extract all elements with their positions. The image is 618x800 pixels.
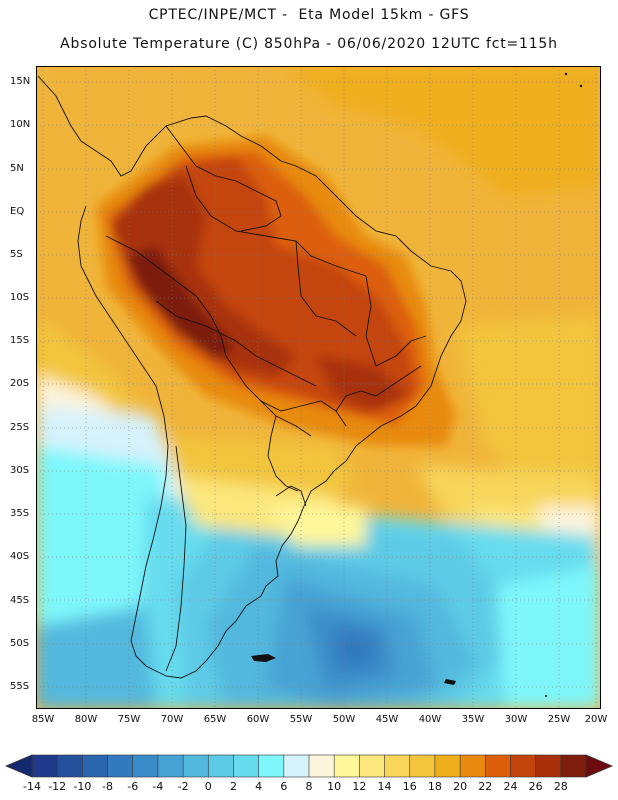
- lon-label: 45W: [375, 714, 399, 725]
- colorbar-tick-label: -14: [23, 780, 41, 793]
- colorbar-tick-label: 26: [528, 780, 543, 793]
- colorbar-tick-label: 22: [478, 780, 493, 793]
- colorbar-tick-label: -4: [152, 780, 164, 793]
- colorbar-swatch: [56, 754, 83, 778]
- colorbar-tick-label: 24: [503, 780, 518, 793]
- lat-label: 30S: [10, 465, 30, 476]
- colorbar-tick-label: 12: [352, 780, 367, 793]
- lat-label: 40S: [10, 551, 30, 562]
- map-area: [36, 66, 601, 709]
- lat-label: 35S: [10, 508, 30, 519]
- colorbar-swatch: [107, 754, 134, 778]
- colorbar-tick-label: 16: [402, 780, 417, 793]
- lat-label: 10N: [10, 119, 31, 130]
- lon-label: 30W: [504, 714, 528, 725]
- colorbar-swatch: [157, 754, 184, 778]
- colorbar-over-arrow: [585, 754, 614, 778]
- colorbar-swatch: [31, 754, 58, 778]
- colorbar-tick-label: 14: [377, 780, 392, 793]
- lon-label: 75W: [117, 714, 141, 725]
- colorbar-swatch: [510, 754, 537, 778]
- lat-label: 5S: [10, 249, 23, 260]
- colorbar-swatch: [560, 754, 587, 778]
- lat-label: 15N: [10, 76, 31, 87]
- lat-label: 10S: [10, 292, 30, 303]
- lat-label: 15S: [10, 335, 30, 346]
- colorbar-tick-label: 4: [255, 780, 263, 793]
- colorbar-swatch: [308, 754, 335, 778]
- colorbar-tick-label: -6: [127, 780, 139, 793]
- lat-label: 20S: [10, 378, 30, 389]
- lat-label: 55S: [10, 681, 30, 692]
- colorbar-swatch: [333, 754, 360, 778]
- colorbar-under-arrow: [4, 754, 33, 778]
- lat-label: EQ: [10, 206, 25, 217]
- lat-label: 25S: [10, 422, 30, 433]
- colorbar-swatch: [132, 754, 159, 778]
- lon-label: 70W: [160, 714, 184, 725]
- colorbar-swatch: [182, 754, 209, 778]
- lon-label: 65W: [203, 714, 227, 725]
- colorbar-swatch: [82, 754, 109, 778]
- colorbar-swatch: [409, 754, 436, 778]
- colorbar-swatch: [535, 754, 562, 778]
- colorbar-tick-label: 10: [327, 780, 342, 793]
- lon-label: 55W: [289, 714, 313, 725]
- lat-label: 5N: [10, 163, 24, 174]
- colorbar-tick-label: 6: [280, 780, 288, 793]
- colorbar-tick-label: 2: [229, 780, 237, 793]
- colorbar-tick-label: -2: [177, 780, 189, 793]
- lon-label: 85W: [31, 714, 55, 725]
- colorbar-swatch: [258, 754, 285, 778]
- colorbar-swatch: [359, 754, 386, 778]
- temperature-map: [36, 66, 601, 709]
- lat-label: 50S: [10, 638, 30, 649]
- lon-label: 25W: [547, 714, 571, 725]
- colorbar-tick-label: -8: [102, 780, 114, 793]
- lon-label: 50W: [332, 714, 356, 725]
- lon-label: 40W: [418, 714, 442, 725]
- colorbar-swatch: [283, 754, 310, 778]
- colorbar-swatch: [434, 754, 461, 778]
- colorbar-tick-label: -12: [48, 780, 67, 793]
- colorbar-tick-label: 8: [305, 780, 313, 793]
- lon-label: 35W: [461, 714, 485, 725]
- lat-label: 45S: [10, 595, 30, 606]
- colorbar-tick-label: 18: [427, 780, 442, 793]
- colorbar: [4, 754, 614, 778]
- colorbar-tick-label: 0: [204, 780, 212, 793]
- map-title-line-2: Absolute Temperature (C) 850hPa - 06/06/…: [60, 36, 558, 52]
- colorbar-tick-label: 20: [453, 780, 468, 793]
- map-title-line-1: CPTEC/INPE/MCT - Eta Model 15km - GFS: [148, 7, 470, 23]
- colorbar-swatch: [459, 754, 486, 778]
- lon-label: 80W: [74, 714, 98, 725]
- lon-label: 20W: [584, 714, 608, 725]
- colorbar-swatch: [233, 754, 260, 778]
- islands: [251, 72, 583, 697]
- colorbar-tick-label: 28: [553, 780, 568, 793]
- coastlines-and-borders: [37, 75, 467, 679]
- colorbar-swatch: [484, 754, 512, 778]
- colorbar-swatch: [207, 754, 235, 778]
- colorbar-swatch: [384, 754, 411, 778]
- colorbar-tick-label: -10: [73, 780, 92, 793]
- lon-label: 60W: [246, 714, 270, 725]
